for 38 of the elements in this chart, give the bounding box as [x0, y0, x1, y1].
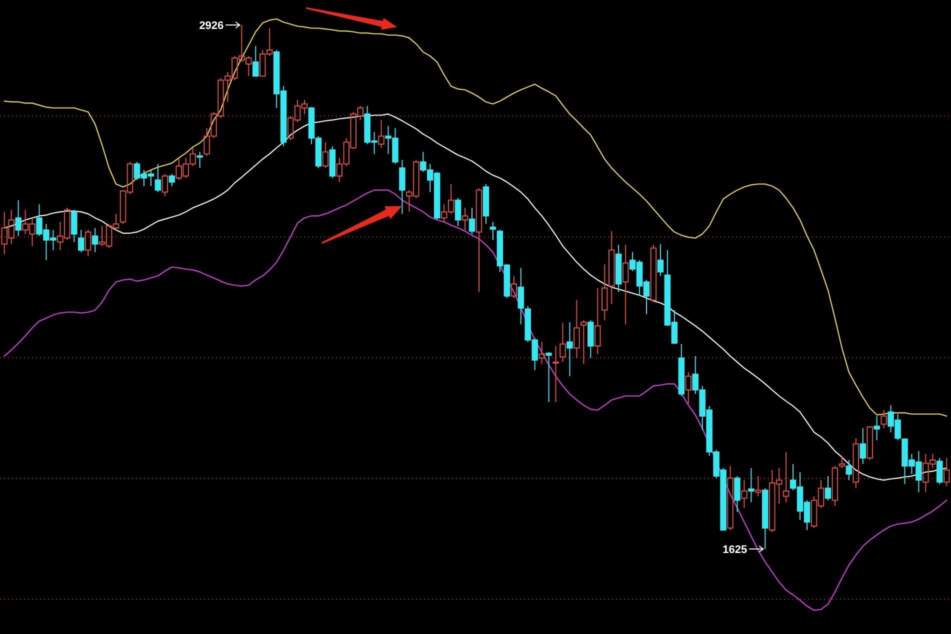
candlestick	[399, 159, 406, 214]
candlestick	[602, 264, 608, 321]
candlestick	[782, 451, 790, 503]
candlestick	[622, 244, 629, 325]
candlestick	[154, 163, 162, 193]
candlestick	[734, 476, 740, 512]
candlestick	[608, 230, 615, 305]
candlestick	[741, 480, 748, 508]
candlestick	[78, 229, 84, 253]
candlestick	[518, 267, 524, 325]
candlestick	[546, 352, 552, 402]
candlestick	[468, 207, 476, 235]
candlestick	[252, 45, 259, 77]
candlestick	[92, 227, 98, 253]
candlestick	[71, 209, 78, 243]
candlestick	[538, 341, 545, 365]
candlestick	[378, 120, 384, 148]
candlestick	[657, 244, 664, 276]
candlestick	[852, 438, 860, 489]
candlestick	[594, 288, 601, 355]
candlestick	[462, 207, 468, 230]
candlestick	[196, 151, 203, 168]
candlestick	[588, 320, 594, 359]
candlestick	[874, 416, 880, 441]
candlestick	[574, 300, 580, 359]
candlestick	[824, 476, 832, 501]
annotation: 2926	[199, 20, 224, 32]
candlestick	[15, 200, 22, 237]
candlestick	[748, 468, 754, 503]
annotation: 1625	[722, 544, 748, 556]
candlestick	[168, 174, 175, 187]
candlestick	[552, 346, 559, 402]
candlestick	[490, 221, 496, 241]
candlestick	[454, 198, 462, 226]
candlestick	[860, 428, 866, 465]
candlestick	[846, 459, 852, 481]
candlestick	[936, 457, 943, 485]
candlestick	[566, 322, 573, 377]
